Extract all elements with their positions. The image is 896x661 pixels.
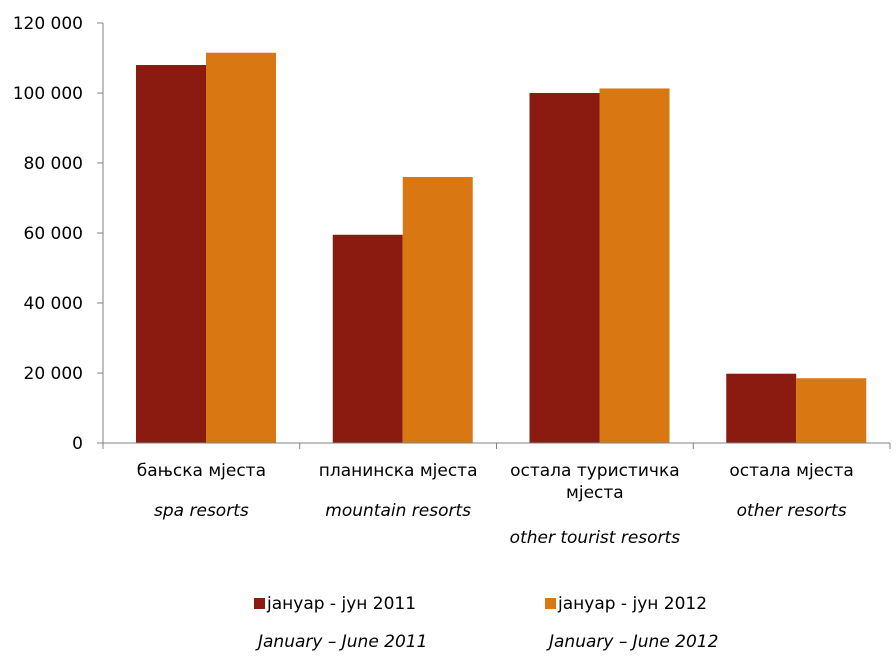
legend-swatch (254, 598, 265, 609)
y-tick-label: 80 000 (24, 154, 83, 174)
x-category-label-en: mountain resorts (325, 501, 471, 521)
bar (796, 378, 867, 443)
y-tick-label: 100 000 (13, 84, 83, 104)
legend-label: јануар - јун 2011 (266, 594, 416, 614)
y-tick-label: 20 000 (24, 364, 83, 384)
y-axis: 0 20 000 40 000 60 000 80 000 100 000 120 000 (13, 14, 104, 454)
x-category-label: остала туристичка мјеста (510, 461, 680, 503)
legend-swatch (545, 598, 556, 609)
bars (136, 52, 867, 443)
bar (726, 373, 797, 443)
x-category-label-en: spa resorts (154, 501, 249, 521)
x-category-label-en: other tourist resorts (510, 528, 681, 548)
bar (599, 88, 670, 443)
bar (206, 52, 276, 443)
y-tick-label: 120 000 (13, 14, 83, 34)
y-tick-label: 40 000 (24, 294, 83, 314)
legend-label: јануар - јун 2012 (557, 594, 707, 614)
bar (402, 177, 473, 443)
bar (332, 234, 403, 443)
x-category-label: остала мјеста (729, 461, 853, 481)
legend-label-en: January – June 2012 (546, 632, 718, 652)
x-axis: бањска мјеста spa resorts планинска мјеста… (102, 442, 891, 548)
legend-label-en: January – June 2011 (255, 632, 427, 652)
bar (529, 93, 600, 443)
y-tick-label: 0 (72, 434, 83, 454)
x-category-label-en: other resorts (737, 501, 847, 521)
x-category-label: планинска мјеста (319, 461, 478, 481)
legend: јануар - јун 2011 January – June 2011 јану… (254, 594, 718, 652)
x-category-label: бањска мјеста (137, 461, 266, 481)
bar (136, 65, 206, 443)
y-tick-label: 60 000 (24, 224, 83, 244)
